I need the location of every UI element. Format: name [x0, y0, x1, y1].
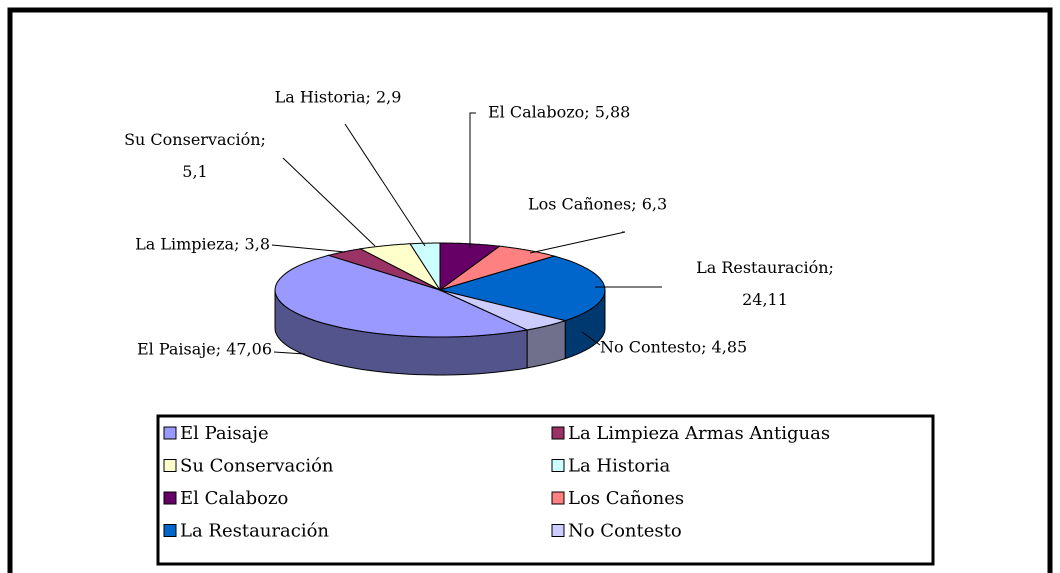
legend-label: La Limpieza Armas Antiguas: [568, 423, 830, 444]
leader-line: [469, 112, 476, 248]
data-label: La Restauración; 24,11: [696, 258, 834, 309]
leader-line: [273, 351, 306, 355]
leader-line: [344, 123, 426, 247]
slice: [409, 242, 441, 292]
slice: [438, 255, 606, 322]
leader-line: [581, 331, 601, 346]
data-label: La Historia; 2,9: [275, 88, 402, 107]
legend-label: Su Conservación: [180, 456, 334, 477]
legend-swatch: [551, 524, 565, 537]
frame: [7, 7, 1053, 573]
legend-swatch: [163, 524, 177, 537]
legend-swatch: [551, 459, 565, 472]
leader-line: [529, 231, 626, 254]
legend-label: Los Cañones: [568, 488, 684, 509]
legend-swatch: [551, 491, 565, 505]
legend-swatch: [163, 426, 177, 440]
leader-line: [271, 244, 346, 253]
leader-line: [282, 157, 376, 247]
legend-label: El Paisaje: [180, 423, 269, 444]
legend-label: La Historia: [568, 456, 671, 477]
legend-label: El Calabozo: [180, 488, 288, 509]
data-label: Su Conservación; 5,1: [124, 130, 266, 181]
legend-box: [156, 414, 935, 566]
data-label: El Calabozo; 5,88: [488, 103, 630, 122]
legend-swatch: [551, 426, 565, 440]
slice: [274, 254, 529, 338]
data-label: Los Cañones; 6,3: [528, 195, 667, 214]
data-label: La Limpieza; 3,8: [135, 235, 270, 254]
slice: [439, 245, 557, 291]
legend-label: La Restauración: [180, 521, 329, 542]
slice: [358, 243, 442, 292]
legend-label: No Contesto: [568, 521, 682, 542]
data-label: El Paisaje; 47,06: [137, 340, 272, 359]
legend-swatch: [163, 491, 177, 505]
slice: [439, 289, 567, 331]
data-label: No Contesto; 4,85: [600, 338, 747, 357]
legend-swatch: [163, 459, 177, 472]
